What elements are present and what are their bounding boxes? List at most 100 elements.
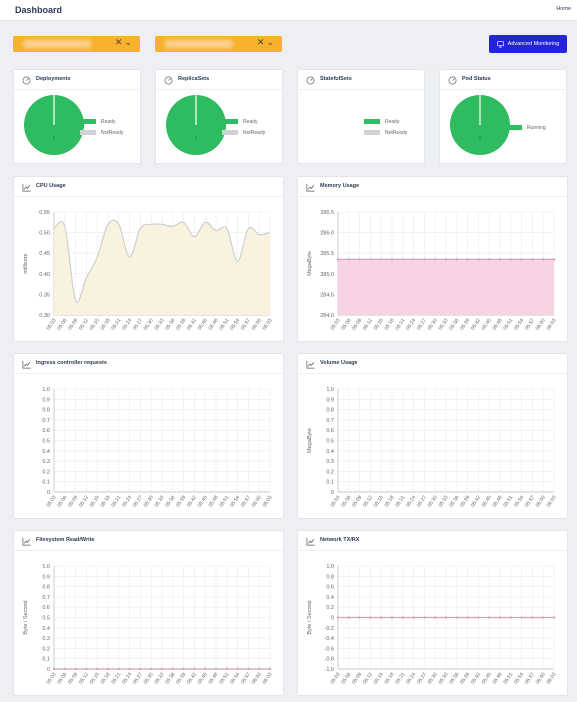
y-tick-label: 0.8 bbox=[42, 585, 50, 591]
data-point[interactable] bbox=[509, 258, 512, 261]
data-point[interactable] bbox=[380, 258, 383, 261]
data-point[interactable] bbox=[225, 667, 228, 671]
data-point[interactable] bbox=[268, 667, 272, 671]
data-point[interactable] bbox=[488, 258, 491, 261]
data-point[interactable] bbox=[74, 667, 77, 671]
legend-item-ready[interactable]: Ready bbox=[364, 116, 407, 127]
chevron-down-icon[interactable]: ⌄ bbox=[124, 38, 134, 48]
series-area bbox=[338, 259, 554, 315]
data-point[interactable] bbox=[214, 667, 218, 671]
y-tick-label: -1.0 bbox=[325, 667, 334, 673]
legend-item-notready[interactable]: NotReady bbox=[222, 127, 265, 138]
x-tick-label: 05:33 bbox=[154, 318, 166, 332]
data-point[interactable] bbox=[423, 616, 426, 619]
x-tick-label: 05:30 bbox=[427, 495, 439, 509]
x-tick-label: 05:24 bbox=[405, 495, 417, 509]
data-point[interactable] bbox=[52, 667, 56, 671]
workload-dropdown[interactable]: ✕⌄ bbox=[155, 36, 282, 52]
data-point[interactable] bbox=[434, 616, 437, 619]
data-point[interactable] bbox=[466, 258, 469, 261]
y-tick-label: 285.0 bbox=[320, 272, 334, 278]
legend-item-running[interactable]: Running bbox=[506, 122, 546, 133]
data-point[interactable] bbox=[423, 258, 426, 261]
x-tick-label: 05:21 bbox=[394, 318, 406, 332]
data-point[interactable] bbox=[347, 258, 350, 261]
data-point[interactable] bbox=[520, 616, 523, 619]
chevron-down-icon[interactable]: ⌄ bbox=[266, 38, 276, 48]
y-tick-label: 285.5 bbox=[320, 251, 334, 257]
clear-icon[interactable]: ✕ bbox=[256, 38, 267, 48]
data-point[interactable] bbox=[477, 616, 480, 619]
data-point[interactable] bbox=[498, 616, 502, 619]
data-point[interactable] bbox=[520, 258, 523, 261]
data-point[interactable] bbox=[444, 258, 448, 261]
x-tick-label: 05:42 bbox=[186, 318, 198, 332]
legend-label: Ready bbox=[385, 118, 400, 125]
data-point[interactable] bbox=[236, 667, 239, 671]
data-point[interactable] bbox=[117, 667, 121, 671]
data-point[interactable] bbox=[412, 616, 415, 619]
data-point[interactable] bbox=[204, 667, 207, 671]
gauge-icon bbox=[22, 76, 31, 85]
data-point[interactable] bbox=[380, 616, 383, 619]
data-point[interactable] bbox=[390, 616, 394, 619]
data-point[interactable] bbox=[531, 616, 534, 619]
data-point[interactable] bbox=[390, 258, 394, 261]
data-point[interactable] bbox=[488, 616, 491, 619]
data-point[interactable] bbox=[358, 258, 361, 261]
data-point[interactable] bbox=[96, 667, 99, 671]
data-point[interactable] bbox=[258, 667, 261, 671]
data-point[interactable] bbox=[85, 667, 88, 671]
data-point[interactable] bbox=[106, 667, 110, 671]
x-tick-label: 06:03 bbox=[262, 672, 274, 686]
data-point[interactable] bbox=[455, 258, 458, 261]
y-tick-label: 0.3 bbox=[42, 636, 50, 642]
data-point[interactable] bbox=[412, 258, 415, 261]
legend-item-notready[interactable]: NotReady bbox=[364, 127, 407, 138]
data-point[interactable] bbox=[160, 667, 164, 671]
replicasets-card: ReplicaSets 1 Ready NotReady bbox=[155, 69, 283, 164]
y-tick-label: 0.2 bbox=[326, 469, 334, 475]
x-tick-label: 05:51 bbox=[218, 318, 230, 332]
data-point[interactable] bbox=[509, 616, 512, 619]
x-tick-label: 05:21 bbox=[110, 672, 122, 686]
data-point[interactable] bbox=[336, 258, 340, 261]
legend-item-ready[interactable]: Ready bbox=[222, 116, 265, 127]
data-point[interactable] bbox=[444, 616, 448, 619]
data-point[interactable] bbox=[434, 258, 437, 261]
data-point[interactable] bbox=[128, 667, 131, 671]
data-point[interactable] bbox=[477, 258, 480, 261]
data-point[interactable] bbox=[63, 667, 66, 671]
data-point[interactable] bbox=[369, 616, 372, 619]
data-point[interactable] bbox=[182, 667, 185, 671]
x-tick-label: 05:24 bbox=[121, 495, 133, 509]
data-point[interactable] bbox=[171, 667, 174, 671]
data-point[interactable] bbox=[193, 667, 196, 671]
data-point[interactable] bbox=[336, 616, 340, 619]
data-point[interactable] bbox=[358, 616, 361, 619]
x-tick-label: 05:39 bbox=[175, 318, 187, 332]
data-point[interactable] bbox=[247, 667, 250, 671]
legend-item-notready[interactable]: NotReady bbox=[80, 127, 123, 138]
x-tick-label: 05:54 bbox=[229, 495, 241, 509]
namespace-dropdown[interactable]: ✕⌄ bbox=[13, 36, 140, 52]
data-point[interactable] bbox=[347, 616, 350, 619]
data-point[interactable] bbox=[401, 258, 404, 261]
data-point[interactable] bbox=[542, 616, 545, 619]
data-point[interactable] bbox=[542, 258, 545, 261]
advanced-monitoring-button[interactable]: Advanced Monitoring bbox=[489, 35, 567, 53]
data-point[interactable] bbox=[466, 616, 469, 619]
data-point[interactable] bbox=[401, 616, 404, 619]
data-point[interactable] bbox=[139, 667, 142, 671]
data-point[interactable] bbox=[369, 258, 372, 261]
legend-item-ready[interactable]: Ready bbox=[80, 116, 123, 127]
data-point[interactable] bbox=[552, 258, 556, 261]
data-point[interactable] bbox=[455, 616, 458, 619]
data-point[interactable] bbox=[498, 258, 502, 261]
data-point[interactable] bbox=[552, 616, 556, 619]
data-point[interactable] bbox=[150, 667, 153, 671]
x-tick-label: 05:48 bbox=[208, 672, 220, 686]
home-link[interactable]: Home bbox=[556, 6, 571, 12]
data-point[interactable] bbox=[531, 258, 534, 261]
clear-icon[interactable]: ✕ bbox=[114, 38, 125, 48]
